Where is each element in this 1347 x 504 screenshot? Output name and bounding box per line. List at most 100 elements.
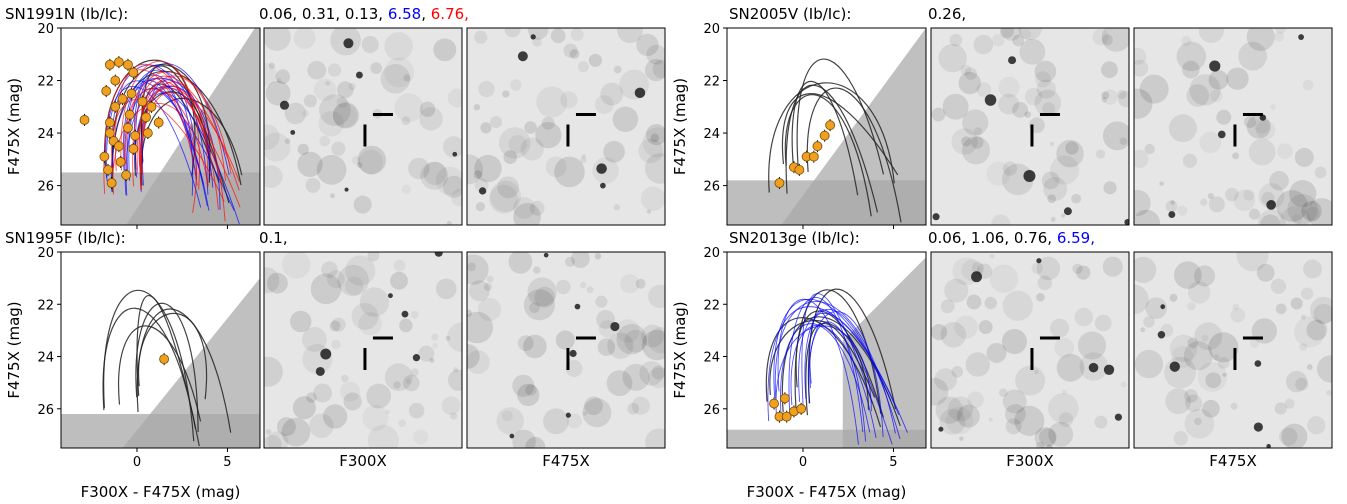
image-blob <box>429 358 434 363</box>
data-point <box>107 178 116 187</box>
image-blob <box>1271 279 1286 294</box>
image-blob <box>367 250 379 262</box>
image-blob <box>269 63 275 69</box>
image-star <box>1104 365 1114 375</box>
image-blob <box>298 144 309 155</box>
image-blob <box>490 116 502 128</box>
image-star <box>610 322 619 331</box>
image-blob <box>1244 116 1256 128</box>
image-blob <box>962 136 990 164</box>
image-star <box>435 249 443 257</box>
data-point <box>797 404 806 413</box>
image-blob <box>411 311 419 319</box>
image-star <box>413 354 420 361</box>
y-axis-label: F475X (mag) <box>671 301 689 398</box>
image-blob <box>381 64 411 94</box>
image-panel: F300X <box>921 252 1129 470</box>
data-point <box>111 76 120 85</box>
image-blob <box>967 295 982 310</box>
image-blob <box>641 186 665 210</box>
image-blob <box>317 155 347 185</box>
image-blob <box>474 31 487 44</box>
image-blob <box>384 32 413 61</box>
data-point <box>111 102 120 111</box>
image-blob <box>582 154 586 158</box>
value-segment: 0.26, <box>928 5 966 23</box>
image-blob <box>1188 281 1210 303</box>
image-star <box>544 253 549 258</box>
image-blob <box>1282 424 1308 450</box>
image-panel <box>453 17 676 230</box>
image-blob <box>1303 80 1314 91</box>
image-blob <box>642 127 672 157</box>
image-blob <box>1061 214 1065 218</box>
image-blob <box>598 338 616 356</box>
image-star <box>971 271 982 282</box>
image-blob <box>1249 209 1260 220</box>
y-tick-label: 20 <box>703 22 720 37</box>
data-point <box>782 412 791 421</box>
x-tick-label: 5 <box>223 455 231 470</box>
y-tick-label: 26 <box>703 403 720 418</box>
image-blob <box>302 327 327 352</box>
image-blob <box>990 265 1018 293</box>
image-blob <box>1295 148 1314 167</box>
image-blob <box>1307 416 1325 434</box>
image-star <box>938 427 943 432</box>
image-blob <box>1230 308 1245 323</box>
image-blob <box>1210 90 1223 103</box>
image-blob <box>589 54 602 67</box>
image-blob <box>1310 297 1337 324</box>
image-blob <box>432 343 438 349</box>
image-star <box>1115 414 1122 421</box>
image-blob <box>931 324 947 340</box>
image-star <box>510 434 515 439</box>
image-blob <box>474 104 481 111</box>
image-panel: F300X <box>253 249 477 470</box>
image-star <box>596 163 607 174</box>
image-star <box>575 304 581 310</box>
image-blob <box>1218 357 1230 369</box>
image-blob <box>1169 114 1197 142</box>
image-blob <box>509 250 533 274</box>
data-point <box>160 355 169 364</box>
image-blob <box>349 83 356 90</box>
image-star <box>343 38 353 48</box>
image-blob <box>1182 61 1200 79</box>
image-blob <box>1135 350 1163 378</box>
image-blob <box>331 142 345 156</box>
image-blob <box>508 135 526 153</box>
value-segment: 0.1, <box>259 229 288 247</box>
data-point <box>123 123 132 132</box>
data-point <box>105 60 114 69</box>
image-blob <box>1317 355 1344 382</box>
image-blob <box>476 202 485 211</box>
data-point <box>131 131 140 140</box>
image-blob <box>530 201 545 216</box>
image-star <box>388 293 393 298</box>
image-blob <box>263 23 291 51</box>
image-star <box>1170 361 1180 371</box>
image-blob <box>386 410 390 414</box>
panel-title: SN2005V (Ib/Ic): <box>729 5 851 23</box>
image-blob <box>613 107 638 132</box>
data-point <box>104 165 113 174</box>
image-blob <box>1295 378 1308 391</box>
image-blob <box>1103 121 1132 150</box>
image-blob <box>985 297 997 309</box>
image-blob <box>413 429 428 444</box>
image-blob <box>951 366 963 378</box>
data-point <box>780 394 789 403</box>
image-blob <box>959 436 963 440</box>
limit-region <box>727 430 926 448</box>
image-blob <box>510 79 521 90</box>
image-star <box>1158 331 1165 338</box>
image-star <box>1160 304 1165 309</box>
image-blob <box>403 375 420 392</box>
image-blob <box>600 83 623 106</box>
image-blob <box>282 250 310 278</box>
data-point <box>142 113 151 122</box>
panel-title: SN1995F (Ib/Ic): <box>5 229 126 247</box>
image-star <box>1089 363 1099 373</box>
image-panel <box>253 23 468 226</box>
